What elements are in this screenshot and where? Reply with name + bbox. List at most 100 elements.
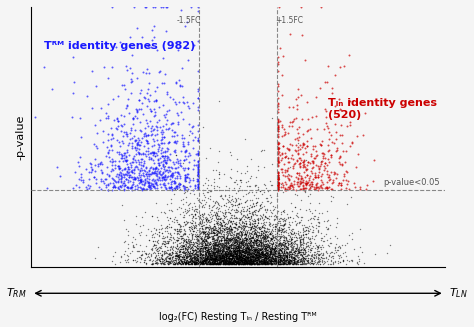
Point: [120, 218, 128, 223]
Point: [264, 216, 271, 221]
Point: [215, 206, 223, 211]
Point: [247, 246, 255, 251]
Point: [161, 153, 169, 158]
Point: [276, 259, 283, 264]
Point: [319, 182, 327, 187]
Point: [181, 250, 189, 255]
Point: [214, 250, 221, 255]
Point: [146, 185, 154, 190]
Point: [270, 257, 278, 263]
Point: [264, 262, 272, 267]
Point: [280, 261, 287, 266]
Point: [139, 173, 147, 178]
Point: [168, 175, 175, 180]
Point: [236, 248, 243, 253]
Point: [255, 250, 263, 256]
Point: [232, 259, 239, 265]
Point: [247, 257, 255, 263]
Point: [246, 221, 254, 226]
Point: [200, 254, 207, 259]
Point: [238, 204, 246, 210]
Point: [174, 112, 182, 118]
Point: [214, 252, 221, 257]
Point: [299, 187, 307, 192]
Point: [189, 232, 196, 237]
Point: [259, 239, 267, 244]
Point: [220, 256, 228, 261]
Point: [233, 256, 240, 261]
Point: [135, 175, 142, 181]
Point: [231, 239, 238, 244]
Point: [240, 253, 248, 259]
Point: [261, 248, 269, 253]
Point: [256, 248, 264, 253]
Point: [232, 256, 239, 261]
Point: [186, 248, 194, 253]
Point: [191, 255, 199, 260]
Point: [223, 227, 230, 232]
Point: [242, 241, 249, 247]
Point: [320, 126, 328, 131]
Point: [237, 260, 245, 266]
Point: [220, 226, 228, 231]
Point: [180, 209, 187, 215]
Point: [254, 258, 261, 263]
Point: [209, 234, 217, 239]
Point: [255, 232, 263, 237]
Point: [228, 212, 236, 217]
Point: [233, 258, 241, 264]
Point: [261, 255, 269, 261]
Point: [284, 261, 292, 266]
Point: [220, 260, 228, 265]
Point: [290, 230, 297, 235]
Point: [255, 248, 263, 253]
Point: [201, 231, 208, 236]
Point: [175, 252, 182, 258]
Point: [136, 177, 144, 182]
Point: [185, 262, 192, 267]
Point: [263, 229, 270, 234]
Point: [210, 248, 217, 253]
Point: [235, 235, 242, 241]
Point: [290, 252, 298, 257]
Point: [161, 168, 169, 173]
Point: [234, 245, 242, 250]
Point: [247, 252, 255, 257]
Point: [280, 242, 288, 247]
Point: [185, 252, 193, 258]
Point: [284, 244, 292, 249]
Point: [269, 260, 277, 265]
Point: [137, 90, 144, 95]
Point: [302, 167, 310, 173]
Point: [280, 239, 287, 245]
Point: [274, 124, 282, 129]
Point: [171, 192, 178, 197]
Point: [197, 234, 205, 240]
Point: [175, 244, 182, 249]
Point: [214, 238, 221, 243]
Point: [213, 210, 220, 215]
Point: [267, 251, 275, 256]
Point: [202, 242, 210, 247]
Point: [244, 249, 252, 254]
Point: [276, 246, 283, 251]
Point: [249, 260, 256, 266]
Point: [226, 255, 234, 260]
Point: [253, 247, 260, 252]
Point: [205, 260, 212, 265]
Point: [223, 247, 230, 252]
Point: [256, 252, 264, 257]
Point: [261, 252, 268, 257]
Point: [258, 261, 265, 267]
Point: [191, 231, 199, 236]
Point: [262, 255, 270, 260]
Point: [308, 179, 316, 184]
Point: [257, 253, 265, 259]
Point: [208, 252, 216, 257]
Point: [202, 246, 210, 251]
Point: [228, 252, 236, 257]
Point: [233, 258, 241, 263]
Point: [173, 260, 180, 265]
Point: [201, 242, 208, 248]
Point: [241, 214, 249, 219]
